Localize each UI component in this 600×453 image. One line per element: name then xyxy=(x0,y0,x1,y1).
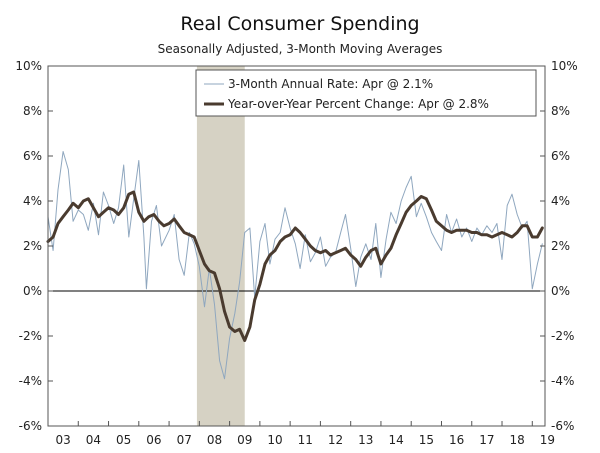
x-tick-label: 11 xyxy=(298,433,313,447)
x-tick-label: 04 xyxy=(86,433,101,447)
y-axis-left: 10% 8% 6% 4% 2% 0% -2% -4% -6% xyxy=(15,59,53,433)
legend-box xyxy=(195,69,537,117)
x-tick-label: 06 xyxy=(146,433,161,447)
x-tick-label: 07 xyxy=(177,433,192,447)
y-tick-label-right: 10% xyxy=(551,59,578,73)
recession-layer xyxy=(196,66,245,426)
y-tick-label-right: 2% xyxy=(551,239,570,253)
y-tick-label-left: 4% xyxy=(23,194,42,208)
y-tick-label-left: -2% xyxy=(19,329,42,343)
x-tick-label: 10 xyxy=(267,433,282,447)
y-tick-label-left: -6% xyxy=(19,419,42,433)
y-tick-label-left: 10% xyxy=(15,59,42,73)
legend-label-yoy: Year-over-Year Percent Change: Apr @ 2.8… xyxy=(227,97,489,111)
x-tick-label: 08 xyxy=(207,433,222,447)
y-tick-label-left: -4% xyxy=(19,374,42,388)
y-tick-label-right: 4% xyxy=(551,194,570,208)
x-tick-label: 03 xyxy=(55,433,70,447)
x-tick-label: 12 xyxy=(328,433,343,447)
y-tick-label-right: -6% xyxy=(551,419,574,433)
x-tick-label: 15 xyxy=(419,433,434,447)
y-tick-label-right: 0% xyxy=(551,284,570,298)
x-tick-label: 09 xyxy=(237,433,252,447)
chart-subtitle: Seasonally Adjusted, 3-Month Moving Aver… xyxy=(158,42,443,56)
y-tick-label-right: -4% xyxy=(551,374,574,388)
y-tick-label-left: 8% xyxy=(23,104,42,118)
x-tick-label: 05 xyxy=(116,433,131,447)
chart-title: Real Consumer Spending xyxy=(180,13,419,35)
legend: 3-Month Annual Rate: Apr @ 2.1% Year-ove… xyxy=(195,69,537,117)
y-tick-label-left: 0% xyxy=(23,284,42,298)
plot-frame xyxy=(47,65,546,427)
y-tick-label-right: 6% xyxy=(551,149,570,163)
x-tick-label: 19 xyxy=(540,433,555,447)
y-axis-right: 10% 8% 6% 4% 2% 0% -2% -4% -6% xyxy=(540,59,578,433)
series-line-yoy xyxy=(46,190,544,342)
legend-label-three-month: 3-Month Annual Rate: Apr @ 2.1% xyxy=(228,77,433,91)
x-axis: 03 04 05 06 07 08 09 10 11 12 13 14 15 16 17 18 19 xyxy=(47,421,555,447)
x-tick-label: 13 xyxy=(358,433,373,447)
x-tick-label: 18 xyxy=(510,433,525,447)
series-line-three-month xyxy=(47,151,543,380)
y-tick-label-left: 6% xyxy=(23,149,42,163)
recession-band xyxy=(196,66,245,426)
y-tick-label-left: 2% xyxy=(23,239,42,253)
y-tick-label-right: -2% xyxy=(551,329,574,343)
series-layer xyxy=(46,151,544,380)
y-tick-label-right: 8% xyxy=(551,104,570,118)
x-tick-label: 14 xyxy=(388,433,403,447)
x-tick-label: 16 xyxy=(449,433,464,447)
x-tick-label: 17 xyxy=(479,433,494,447)
